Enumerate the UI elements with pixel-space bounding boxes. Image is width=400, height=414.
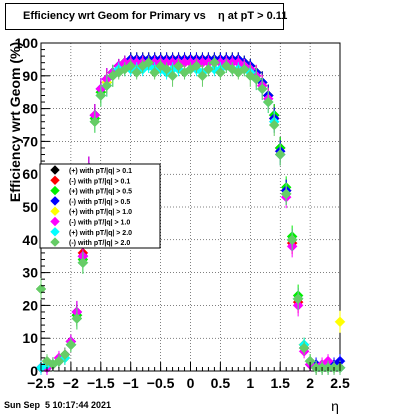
data-point [280,188,292,200]
data-point [209,57,220,69]
data-point [143,57,154,69]
y-tick-label: 30 [22,265,38,281]
legend-label: (+) with pT/|q| > 1.0 [69,209,132,216]
data-point [95,90,107,101]
data-point [89,116,101,128]
data-point [59,349,71,360]
x-tick-label: 1.5 [270,375,290,391]
axes: −2.5 −2 −1.5 −1 −0.5 0 0.5 1 1.5 2 2.5 0 10 20 30 40 50 6… [15,35,350,391]
x-axis-label: η [331,398,339,414]
data-point [149,67,160,78]
data-point [77,257,89,269]
legend-marker [50,216,60,227]
legend-label: (-) with pT/|q| > 1.0 [69,220,130,227]
x-tick-label: 0.5 [211,375,231,391]
legend-marker [50,175,60,186]
y-tick-label: 20 [22,297,38,313]
x-tick-label: 2 [306,375,314,391]
legend-label: (+) with pT/|q| > 0.1 [69,168,132,175]
y-tick-label: 10 [22,330,38,346]
legend-label: (-) with pT/|q| > 0.1 [69,178,130,185]
data-point [53,355,65,367]
legend-label: (+) with pT/|q| > 2.0 [69,230,132,237]
legend-marker [50,237,60,247]
legend-label: (-) with pT/|q| > 0.5 [69,199,130,206]
data-point [197,70,208,82]
data-point [238,63,250,75]
data-marks [35,52,346,375]
data-point [286,234,298,246]
legend-marker [50,196,60,206]
legend-label: (+) with pT/|q| > 0.5 [69,189,132,196]
x-tick-label: −0.5 [147,375,175,391]
data-point [256,83,268,95]
data-point [35,283,47,295]
x-tick-label: 2.5 [330,375,350,391]
data-point [334,316,346,328]
legend: (+) with pT/|q| > 0.1 (-) with pT/|q| > 0… [39,163,161,249]
data-point [292,293,304,305]
data-point [191,60,202,72]
data-point [262,96,274,108]
legend-marker [50,185,60,196]
x-tick-label: −2.5 [27,375,55,391]
data-point [71,313,83,324]
data-point [268,119,280,131]
data-point [161,63,172,75]
data-point [203,63,214,75]
timestamp-footer: Sun Sep 5 10:17:44 2021 [4,400,112,410]
x-tick-label: −1.5 [87,375,115,391]
legend-label: (-) with pT/|q| > 2.0 [69,240,130,247]
x-tick-label: −2 [63,375,79,391]
data-point [274,149,286,160]
legend-marker [50,206,60,216]
data-point [101,80,113,91]
data-point [131,67,143,78]
data-point [125,60,137,72]
data-point [167,70,178,82]
data-point [298,342,310,354]
y-axis-label: Efficiency wrt Geom (%) [7,42,23,202]
y-tick-label: 70 [22,133,38,149]
y-tick-label: 0 [30,363,38,379]
y-tick-label: 80 [22,101,38,117]
y-tick-label: 60 [22,166,38,182]
data-point [65,339,77,351]
y-tick-label: 90 [22,68,38,84]
legend-marker [50,227,60,237]
x-tick-label: 0 [187,375,195,391]
data-point [173,60,184,72]
x-tick-label: −1 [123,375,139,391]
x-tick-label: 1 [246,375,254,391]
data-point [250,73,262,85]
chart-title: Efficiency wrt Geom for Primary vs η at … [5,3,287,30]
y-tick-label: 50 [22,199,38,215]
legend-box [39,163,161,249]
y-tick-label: 40 [22,232,38,248]
data-point [215,67,226,78]
legend-marker [50,165,60,175]
y-tick-label: 100 [15,35,39,51]
